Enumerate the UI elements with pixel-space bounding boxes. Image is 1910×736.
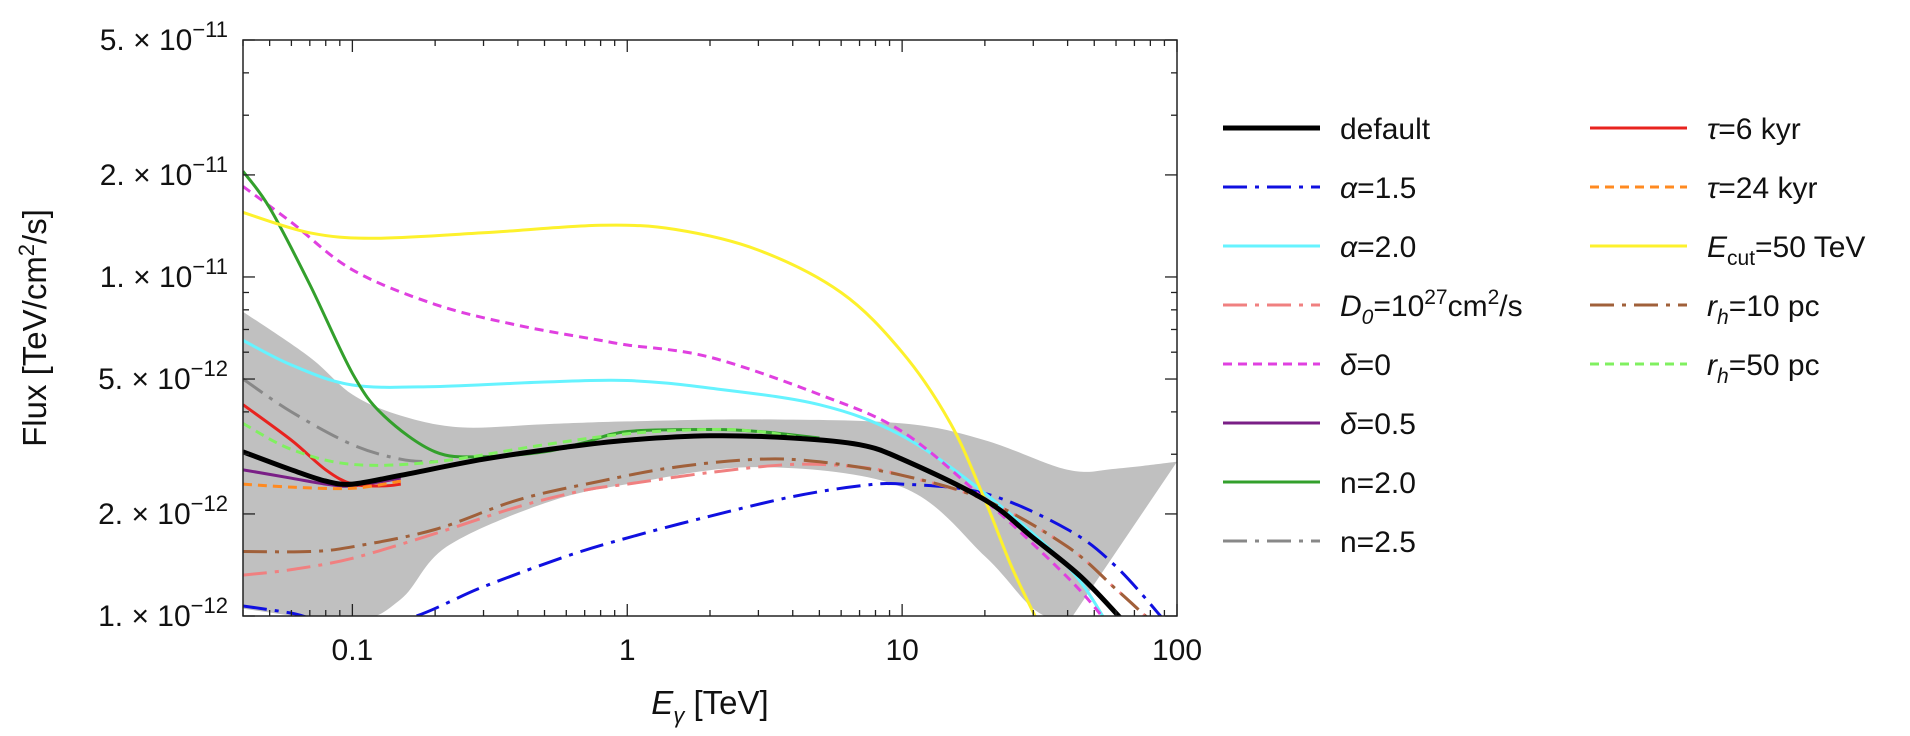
legend-item-n-2.5: n=2.5 bbox=[1223, 526, 1416, 559]
y-tick-label: 2. × 10−11 bbox=[100, 152, 228, 192]
y-tick-label: 5. × 10−12 bbox=[98, 356, 228, 396]
legend-item-D0: D0=1027cm2/s bbox=[1223, 286, 1523, 329]
legend-label: τ=6 kyr bbox=[1707, 113, 1801, 146]
legend: default α=1.5 α=2.0 D0=1027cm2/s δ=0 δ=0.5 n=2… bbox=[1223, 113, 1865, 559]
legend-label: δ=0.5 bbox=[1340, 408, 1416, 441]
y-tick-label: 1. × 10−11 bbox=[100, 254, 228, 294]
x-axis-label: Eγ [TeV] bbox=[651, 684, 768, 728]
x-label-unit: [TeV] bbox=[684, 684, 768, 721]
legend-label: rh=10 pc bbox=[1707, 290, 1820, 329]
legend-item-tau-6: τ=6 kyr bbox=[1590, 113, 1801, 146]
series-line-Ecut-50 bbox=[243, 210, 1037, 616]
legend-item-alpha-1.5: α=1.5 bbox=[1223, 172, 1416, 205]
x-tick-label: 0.1 bbox=[332, 634, 374, 667]
legend-item-n-2.0: n=2.0 bbox=[1223, 467, 1416, 500]
x-label-main: E bbox=[651, 684, 674, 721]
y-tick-label: 5. × 10−11 bbox=[100, 17, 228, 57]
legend-item-default: default bbox=[1223, 113, 1431, 146]
legend-item-delta-0.5: δ=0.5 bbox=[1223, 408, 1416, 441]
legend-label: τ=24 kyr bbox=[1707, 172, 1817, 205]
legend-label: α=2.0 bbox=[1340, 231, 1416, 264]
series-line-tau-24 bbox=[243, 479, 402, 491]
legend-label: default bbox=[1340, 113, 1431, 146]
series-line-D0 bbox=[243, 462, 1148, 616]
legend-item-alpha-2.0: α=2.0 bbox=[1223, 231, 1416, 264]
series-line-alpha-2.0 bbox=[243, 339, 1105, 616]
series-line-n-2.5 bbox=[243, 377, 436, 464]
y-axis-label: Flux [TeV/cm2/s] bbox=[14, 209, 53, 447]
legend-label: n=2.5 bbox=[1340, 526, 1416, 559]
series-line-rh-50 bbox=[243, 422, 820, 467]
series-line-tau-6 bbox=[243, 403, 401, 488]
x-tick-label: 100 bbox=[1152, 634, 1202, 667]
legend-item-delta-0: δ=0 bbox=[1223, 349, 1391, 382]
x-label-sub: γ bbox=[673, 703, 686, 728]
legend-label: D0=1027cm2/s bbox=[1340, 286, 1523, 329]
legend-item-rh-50: rh=50 pc bbox=[1590, 349, 1820, 388]
y-label-pre: Flux [TeV/cm bbox=[16, 256, 53, 447]
series-line-default bbox=[243, 433, 1122, 616]
series-line-alpha-1.5 bbox=[243, 482, 1163, 616]
legend-item-rh-10: rh=10 pc bbox=[1590, 290, 1820, 329]
legend-item-tau-24: τ=24 kyr bbox=[1590, 172, 1817, 205]
legend-label: rh=50 pc bbox=[1707, 349, 1820, 388]
legend-label: α=1.5 bbox=[1340, 172, 1416, 205]
legend-label: n=2.0 bbox=[1340, 467, 1416, 500]
y-label-sup: 2 bbox=[14, 244, 39, 256]
legend-label: δ=0 bbox=[1340, 349, 1391, 382]
legend-label: Ecut=50 TeV bbox=[1707, 231, 1865, 270]
series-line-delta-0 bbox=[243, 185, 1104, 616]
x-tick-label: 10 bbox=[885, 634, 918, 667]
uncertainty-band bbox=[243, 311, 1177, 616]
y-tick-label: 2. × 10−12 bbox=[98, 491, 228, 531]
x-tick-label: 1 bbox=[619, 634, 636, 667]
y-tick-label: 1. × 10−12 bbox=[98, 593, 228, 633]
legend-item-Ecut-50: Ecut=50 TeV bbox=[1590, 231, 1865, 270]
y-label-post: /s] bbox=[16, 209, 53, 244]
